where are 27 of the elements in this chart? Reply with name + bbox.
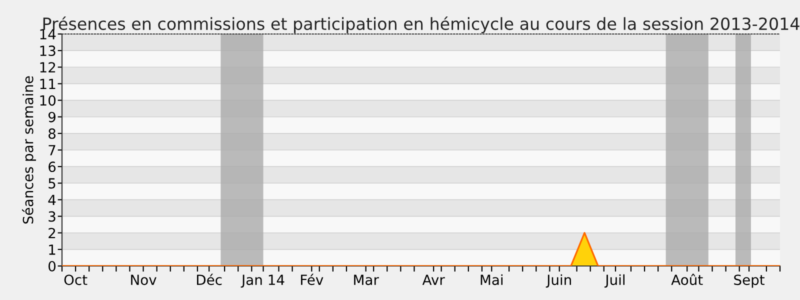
y-tick-label: 11 bbox=[40, 78, 56, 89]
x-tick-label: Mai bbox=[480, 274, 503, 286]
x-tick-label: Août bbox=[671, 274, 703, 286]
x-tick-label: Déc bbox=[197, 274, 222, 286]
x-tick-label: Nov bbox=[131, 274, 156, 286]
x-tick-label: Juil bbox=[604, 274, 625, 288]
y-tick-label: 4 bbox=[48, 194, 56, 205]
x-tick-label: Avr bbox=[422, 274, 445, 285]
y-tick-label: 6 bbox=[48, 162, 56, 172]
y-tick-label: 2 bbox=[48, 228, 56, 238]
x-tick-label: Juin bbox=[546, 274, 571, 288]
y-axis-title: Séances par semaine bbox=[22, 76, 36, 224]
y-tick-label: 10 bbox=[40, 95, 56, 106]
y-tick-label: 13 bbox=[40, 46, 56, 56]
y-tick-label: 8 bbox=[48, 128, 56, 139]
y-tick-label: 0 bbox=[48, 260, 56, 272]
x-tick-label: Fév bbox=[301, 274, 324, 286]
y-tick-label: 3 bbox=[48, 211, 56, 222]
x-tick-label: Oct bbox=[64, 274, 88, 286]
x-tick-label: Mar bbox=[354, 274, 379, 286]
y-tick-label: 12 bbox=[40, 62, 56, 72]
y-tick-label: 5 bbox=[48, 178, 56, 189]
x-tick-label: Jan 14 bbox=[240, 274, 284, 288]
x-tick-label: Sept bbox=[734, 274, 765, 288]
y-tick-label: 1 bbox=[49, 244, 56, 255]
y-tick-label: 9 bbox=[48, 112, 56, 122]
y-tick-label: 7 bbox=[48, 145, 56, 156]
